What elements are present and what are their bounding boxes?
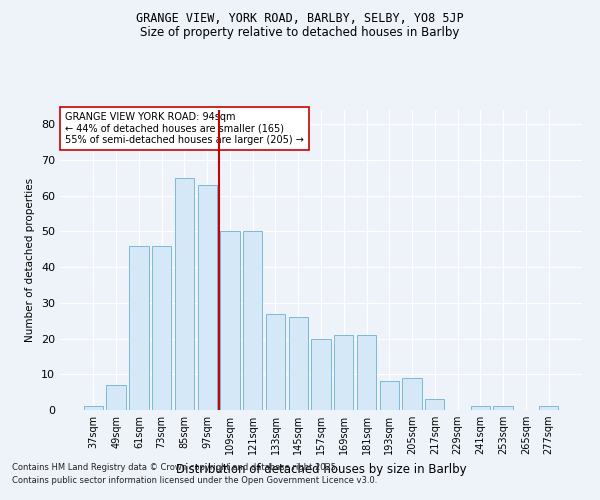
- Bar: [334, 335, 353, 410]
- Bar: [243, 232, 262, 410]
- Text: GRANGE VIEW, YORK ROAD, BARLBY, SELBY, YO8 5JP: GRANGE VIEW, YORK ROAD, BARLBY, SELBY, Y…: [136, 12, 464, 26]
- X-axis label: Distribution of detached houses by size in Barlby: Distribution of detached houses by size …: [176, 462, 466, 475]
- Bar: [84, 406, 103, 410]
- Text: Size of property relative to detached houses in Barlby: Size of property relative to detached ho…: [140, 26, 460, 39]
- Bar: [266, 314, 285, 410]
- Bar: [493, 406, 513, 410]
- Bar: [403, 378, 422, 410]
- Text: Contains public sector information licensed under the Open Government Licence v3: Contains public sector information licen…: [12, 476, 377, 485]
- Bar: [357, 335, 376, 410]
- Bar: [106, 385, 126, 410]
- Bar: [129, 246, 149, 410]
- Bar: [311, 338, 331, 410]
- Text: Contains HM Land Registry data © Crown copyright and database right 2025.: Contains HM Land Registry data © Crown c…: [12, 464, 338, 472]
- Bar: [152, 246, 172, 410]
- Bar: [175, 178, 194, 410]
- Text: GRANGE VIEW YORK ROAD: 94sqm
← 44% of detached houses are smaller (165)
55% of s: GRANGE VIEW YORK ROAD: 94sqm ← 44% of de…: [65, 112, 304, 144]
- Bar: [289, 317, 308, 410]
- Bar: [220, 232, 239, 410]
- Bar: [470, 406, 490, 410]
- Bar: [425, 400, 445, 410]
- Y-axis label: Number of detached properties: Number of detached properties: [25, 178, 35, 342]
- Bar: [539, 406, 558, 410]
- Bar: [380, 382, 399, 410]
- Bar: [197, 185, 217, 410]
